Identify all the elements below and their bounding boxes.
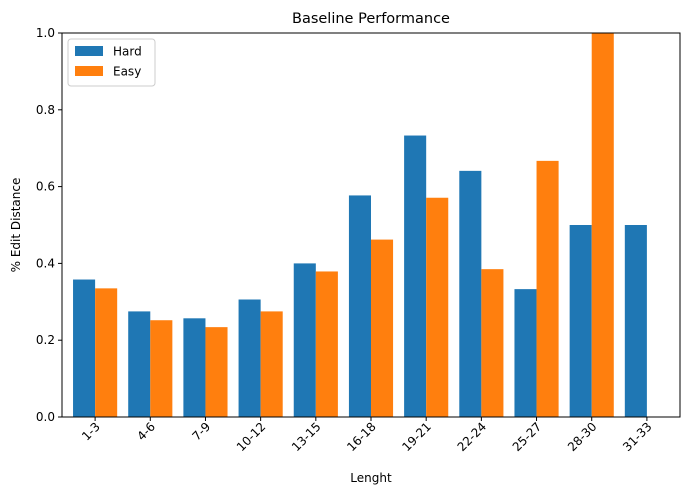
x-tick-label: 10-12 xyxy=(234,420,269,455)
bar-hard-16-18 xyxy=(348,195,371,417)
x-tick-label: 4-6 xyxy=(134,420,158,444)
legend-swatch-easy xyxy=(75,66,103,76)
bar-hard-19-21 xyxy=(404,135,427,417)
bar-hard-28-30 xyxy=(569,225,592,417)
bar-easy-25-27 xyxy=(536,160,559,417)
bars-layer xyxy=(73,33,647,417)
x-axis: 1-3 4-6 7-9 10-12 13-15 16-18 19-21 22-24 25-27 2… xyxy=(79,417,655,454)
legend-label-easy: Easy xyxy=(113,65,141,79)
bar-hard-7-9 xyxy=(183,318,206,417)
x-tick-label: 7-9 xyxy=(189,420,213,444)
x-tick-label: 22-24 xyxy=(455,420,490,455)
legend-label-hard: Hard xyxy=(113,45,142,59)
y-tick-label: 0.8 xyxy=(36,103,55,117)
x-tick-label: 1-3 xyxy=(79,420,103,444)
legend-swatch-hard xyxy=(75,46,103,56)
legend: Hard Easy xyxy=(67,38,156,87)
y-tick-label: 0.6 xyxy=(36,180,55,194)
bar-hard-4-6 xyxy=(128,311,151,417)
y-axis: 0.0 0.2 0.4 0.6 0.8 1.0 xyxy=(36,26,62,424)
bar-hard-31-33 xyxy=(624,225,647,417)
bar-hard-13-15 xyxy=(293,263,316,417)
y-tick-label: 1.0 xyxy=(36,26,55,40)
bar-hard-10-12 xyxy=(238,299,261,417)
bar-easy-22-24 xyxy=(481,269,504,417)
bar-hard-25-27 xyxy=(514,289,537,417)
bar-easy-13-15 xyxy=(315,271,338,417)
y-tick-label: 0.2 xyxy=(36,333,55,347)
bar-easy-28-30 xyxy=(591,33,614,417)
bar-hard-22-24 xyxy=(459,170,482,417)
bar-hard-1-3 xyxy=(73,279,96,417)
x-tick-label: 16-18 xyxy=(344,420,379,455)
bar-easy-10-12 xyxy=(260,311,283,417)
y-axis-label: % Edit Distance xyxy=(9,178,23,273)
x-tick-label: 28-30 xyxy=(565,420,600,455)
y-tick-label: 0.0 xyxy=(36,410,55,424)
bar-easy-7-9 xyxy=(205,327,228,417)
x-tick-label: 19-21 xyxy=(399,420,434,455)
x-axis-label: Lenght xyxy=(350,471,392,485)
x-tick-label: 31-33 xyxy=(620,420,655,455)
bar-easy-1-3 xyxy=(95,288,118,417)
bar-easy-4-6 xyxy=(150,320,173,417)
y-tick-label: 0.4 xyxy=(36,256,55,270)
chart-title: Baseline Performance xyxy=(292,11,450,27)
bar-easy-16-18 xyxy=(371,239,394,417)
x-tick-label: 25-27 xyxy=(510,420,545,455)
x-tick-label: 13-15 xyxy=(289,420,324,455)
bar-easy-19-21 xyxy=(426,197,449,417)
